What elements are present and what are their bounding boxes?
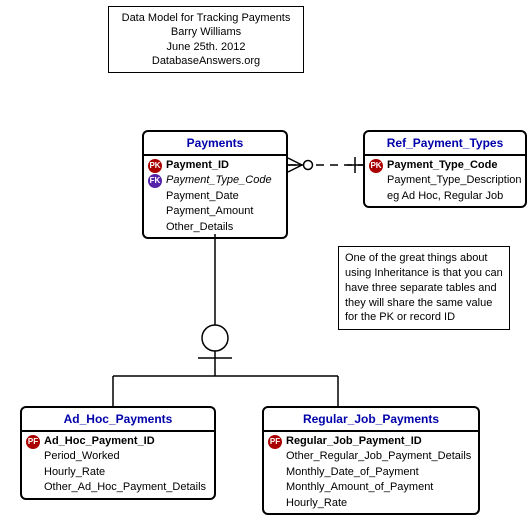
attribute-row: Monthly_Date_of_Payment <box>264 465 478 480</box>
attribute-name: Payment_ID <box>166 158 229 173</box>
badge-spacer <box>26 450 40 464</box>
badge-spacer <box>26 481 40 495</box>
pf-badge-icon: PF <box>26 435 40 449</box>
inheritance-note: One of the great things about using Inhe… <box>338 246 510 330</box>
attribute-name: Payment_Type_Description <box>387 173 522 188</box>
entity-title: Payments <box>144 132 286 156</box>
badge-spacer <box>369 174 383 188</box>
badge-spacer <box>268 450 282 464</box>
attribute-row: FK Payment_Type_Code <box>144 173 286 188</box>
badge-spacer <box>268 481 282 495</box>
attribute-name: Other_Regular_Job_Payment_Details <box>286 449 471 464</box>
entity-title: Ref_Payment_Types <box>365 132 525 156</box>
attribute-name: Hourly_Rate <box>44 465 105 480</box>
attribute-name: Monthly_Amount_of_Payment <box>286 480 433 495</box>
header-date: June 25th. 2012 <box>117 40 295 54</box>
badge-spacer <box>26 465 40 479</box>
attribute-name: Hourly_Rate <box>286 496 347 511</box>
attribute-name: Regular_Job_Payment_ID <box>286 434 422 449</box>
badge-spacer <box>148 220 162 234</box>
attribute-name: Payment_Amount <box>166 204 253 219</box>
entity-payments: Payments PK Payment_ID FK Payment_Type_Code… <box>142 130 288 239</box>
rel-inheritance <box>113 234 338 406</box>
badge-spacer <box>268 465 282 479</box>
entity-regular-job-payments: Regular_Job_Payments PF Regular_Job_Payme… <box>262 406 480 515</box>
attribute-row: Payment_Amount <box>144 204 286 219</box>
entity-body: PK Payment_Type_CodePayment_Type_Descript… <box>365 156 525 206</box>
attribute-row: Payment_Type_Description <box>365 173 525 188</box>
badge-spacer <box>268 496 282 510</box>
attribute-name: Payment_Type_Code <box>166 173 272 188</box>
attribute-name: Ad_Hoc_Payment_ID <box>44 434 155 449</box>
badge-spacer <box>148 205 162 219</box>
entity-title: Regular_Job_Payments <box>264 408 478 432</box>
attribute-row: Monthly_Amount_of_Payment <box>264 480 478 495</box>
attribute-row: Other_Details <box>144 220 286 235</box>
rel-payments-to-reftypes <box>288 157 363 173</box>
entity-title: Ad_Hoc_Payments <box>22 408 214 432</box>
attribute-row: Hourly_Rate <box>22 465 214 480</box>
attribute-name: Payment_Type_Code <box>387 158 497 173</box>
header-title: Data Model for Tracking Payments <box>117 11 295 25</box>
badge-spacer <box>148 189 162 203</box>
pk-badge-icon: PK <box>148 159 162 173</box>
fk-badge-icon: FK <box>148 174 162 188</box>
pf-badge-icon: PF <box>268 435 282 449</box>
header-source: DatabaseAnswers.org <box>117 54 295 68</box>
entity-ad-hoc-payments: Ad_Hoc_Payments PF Ad_Hoc_Payment_IDPerio… <box>20 406 216 500</box>
pk-badge-icon: PK <box>369 159 383 173</box>
entity-body: PF Regular_Job_Payment_IDOther_Regular_Jo… <box>264 432 478 513</box>
attribute-name: Other_Ad_Hoc_Payment_Details <box>44 480 206 495</box>
entity-body: PK Payment_ID FK Payment_Type_CodePayment_D… <box>144 156 286 237</box>
attribute-row: eg Ad Hoc, Regular Job <box>365 189 525 204</box>
attribute-name: Period_Worked <box>44 449 120 464</box>
attribute-row: Other_Ad_Hoc_Payment_Details <box>22 480 214 495</box>
attribute-row: PF Regular_Job_Payment_ID <box>264 434 478 449</box>
attribute-row: PK Payment_ID <box>144 158 286 173</box>
header-author: Barry Williams <box>117 25 295 39</box>
attribute-row: Other_Regular_Job_Payment_Details <box>264 449 478 464</box>
attribute-name: Payment_Date <box>166 189 239 204</box>
badge-spacer <box>369 189 383 203</box>
attribute-row: PK Payment_Type_Code <box>365 158 525 173</box>
attribute-row: Hourly_Rate <box>264 496 478 511</box>
attribute-name: Monthly_Date_of_Payment <box>286 465 419 480</box>
attribute-name: eg Ad Hoc, Regular Job <box>387 189 503 204</box>
attribute-name: Other_Details <box>166 220 233 235</box>
attribute-row: PF Ad_Hoc_Payment_ID <box>22 434 214 449</box>
entity-body: PF Ad_Hoc_Payment_IDPeriod_WorkedHourly_R… <box>22 432 214 498</box>
entity-ref-payment-types: Ref_Payment_Types PK Payment_Type_CodePay… <box>363 130 527 208</box>
attribute-row: Period_Worked <box>22 449 214 464</box>
diagram-header: Data Model for Tracking Payments Barry W… <box>108 6 304 73</box>
attribute-row: Payment_Date <box>144 189 286 204</box>
